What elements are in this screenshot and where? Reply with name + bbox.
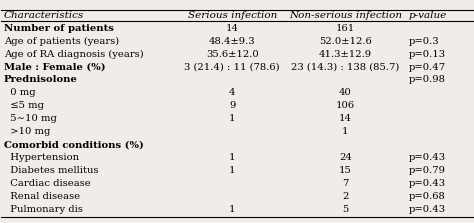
Text: 14: 14 — [339, 114, 352, 123]
Text: 41.3±12.9: 41.3±12.9 — [319, 50, 372, 59]
Text: 23 (14.3) : 138 (85.7): 23 (14.3) : 138 (85.7) — [291, 62, 400, 72]
Text: 161: 161 — [336, 24, 355, 33]
Text: 5∼10 mg: 5∼10 mg — [4, 114, 56, 123]
Text: 15: 15 — [339, 166, 352, 175]
Text: ≤5 mg: ≤5 mg — [4, 101, 44, 110]
Text: 1: 1 — [229, 166, 236, 175]
Text: Prednisolone: Prednisolone — [4, 75, 78, 85]
Text: 5: 5 — [342, 205, 348, 214]
Text: 1: 1 — [229, 114, 236, 123]
Text: Serious infection: Serious infection — [188, 11, 277, 20]
Text: 40: 40 — [339, 89, 352, 97]
Text: p=0.43: p=0.43 — [409, 205, 446, 214]
Text: Non-serious infection: Non-serious infection — [289, 11, 402, 20]
Text: Cardiac disease: Cardiac disease — [4, 179, 91, 188]
Text: Diabetes mellitus: Diabetes mellitus — [4, 166, 98, 175]
Text: 52.0±12.6: 52.0±12.6 — [319, 37, 372, 45]
Text: 35.6±12.0: 35.6±12.0 — [206, 50, 259, 59]
Text: p=0.43: p=0.43 — [409, 153, 446, 162]
Text: Age of RA diagnosis (years): Age of RA diagnosis (years) — [4, 50, 144, 59]
Text: p=0.79: p=0.79 — [409, 166, 446, 175]
Text: p=0.68: p=0.68 — [409, 192, 446, 201]
Text: 48.4±9.3: 48.4±9.3 — [209, 37, 255, 45]
Text: 24: 24 — [339, 153, 352, 162]
Text: 9: 9 — [229, 101, 236, 110]
Text: p=0.13: p=0.13 — [409, 50, 446, 59]
Text: 3 (21.4) : 11 (78.6): 3 (21.4) : 11 (78.6) — [184, 62, 280, 72]
Text: 1: 1 — [342, 127, 349, 136]
Text: Age of patients (years): Age of patients (years) — [4, 37, 119, 46]
Text: Pulmonary dis: Pulmonary dis — [4, 205, 82, 214]
Text: 14: 14 — [226, 24, 239, 33]
Text: Number of patients: Number of patients — [4, 24, 114, 33]
Text: Comorbid conditions (%): Comorbid conditions (%) — [4, 140, 144, 149]
Text: Male : Female (%): Male : Female (%) — [4, 62, 105, 72]
Text: 1: 1 — [229, 205, 236, 214]
Text: 2: 2 — [342, 192, 348, 201]
Text: Renal disease: Renal disease — [4, 192, 80, 201]
Text: >10 mg: >10 mg — [4, 127, 50, 136]
Text: 0 mg: 0 mg — [4, 89, 36, 97]
Text: Characteristics: Characteristics — [4, 11, 84, 20]
Text: p-value: p-value — [409, 11, 447, 20]
Text: p=0.98: p=0.98 — [409, 75, 446, 85]
Text: p=0.43: p=0.43 — [409, 179, 446, 188]
Text: p=0.47: p=0.47 — [409, 62, 446, 72]
Text: 7: 7 — [342, 179, 348, 188]
Text: 1: 1 — [229, 153, 236, 162]
Text: 4: 4 — [229, 89, 236, 97]
Text: Hypertension: Hypertension — [4, 153, 79, 162]
Text: p=0.3: p=0.3 — [409, 37, 439, 45]
Text: 106: 106 — [336, 101, 355, 110]
